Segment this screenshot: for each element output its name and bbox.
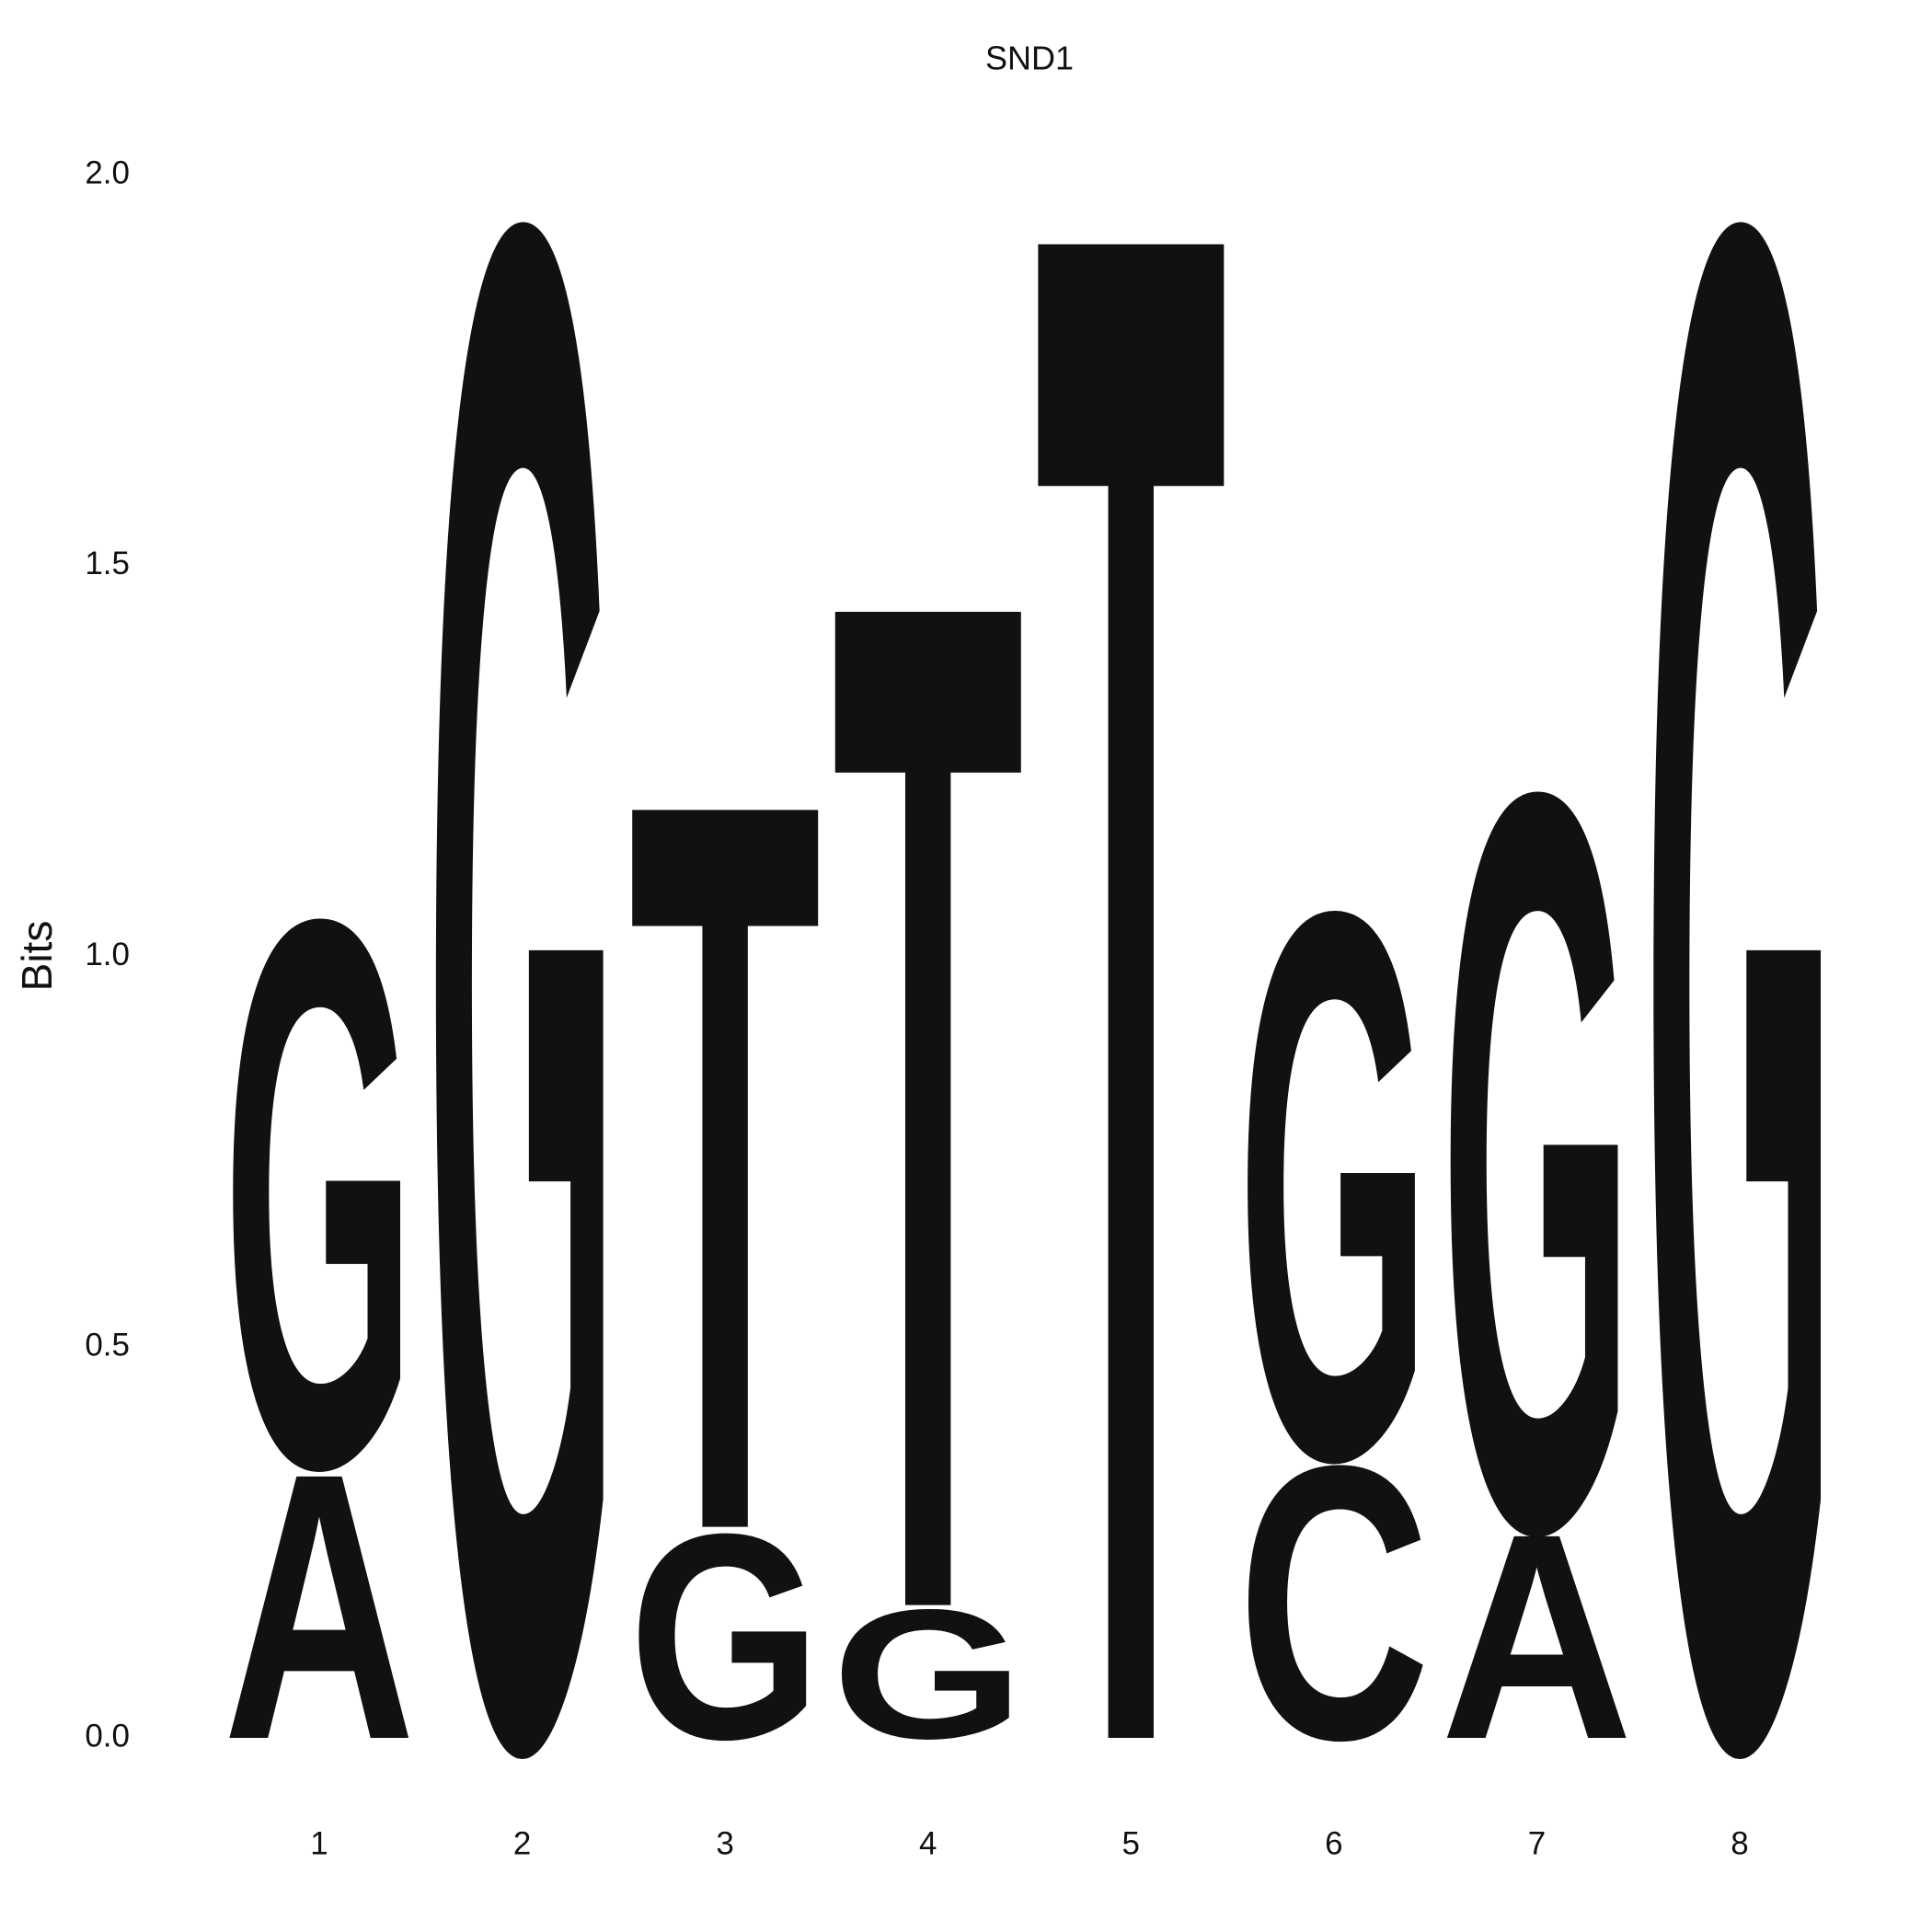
letter: G — [426, 0, 619, 1932]
chart-title: SND1 — [985, 40, 1074, 77]
letter: G — [1643, 0, 1836, 1932]
x-tick-label: 5 — [1122, 1825, 1140, 1861]
x-tick-label: 3 — [716, 1825, 733, 1861]
y-tick-label: 2.0 — [85, 155, 130, 190]
x-tick-label: 2 — [513, 1825, 531, 1861]
y-tick-label: 0.5 — [85, 1328, 130, 1363]
letter: T — [1035, 0, 1228, 1932]
y-tick-label: 0.0 — [85, 1718, 130, 1754]
letter: G — [832, 1571, 1025, 1777]
x-tick-label: 6 — [1325, 1825, 1342, 1861]
letter: A — [1441, 1472, 1634, 1800]
y-axis-label: Bits — [13, 921, 61, 992]
letter: G — [1237, 750, 1431, 1623]
x-tick-label: 8 — [1731, 1825, 1748, 1861]
letter: G — [628, 1473, 822, 1800]
letter: T — [628, 584, 822, 1749]
letter: G — [223, 757, 416, 1630]
letter: T — [832, 298, 1025, 1911]
x-tick-label: 1 — [310, 1825, 328, 1861]
letter: C — [1237, 1386, 1431, 1822]
letter: G — [1441, 574, 1634, 1751]
x-tick-label: 4 — [919, 1825, 937, 1861]
y-tick-label: 1.0 — [85, 937, 130, 972]
x-tick-label: 7 — [1528, 1825, 1546, 1861]
y-tick-label: 1.5 — [85, 546, 130, 581]
letter: A — [223, 1394, 416, 1819]
